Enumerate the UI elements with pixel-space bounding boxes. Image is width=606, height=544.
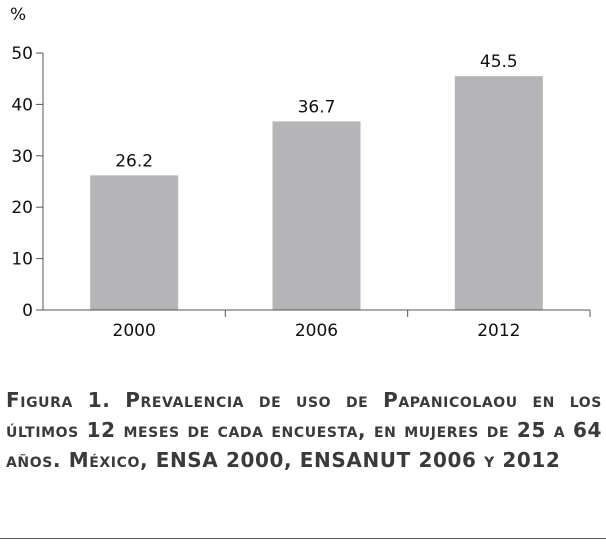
bars: 26.2 36.7 45.5 xyxy=(90,52,543,310)
y-tick-label: 10 xyxy=(11,250,33,270)
y-axis-ticks: 0 10 20 30 40 50 xyxy=(11,44,43,321)
x-tick-label: 2000 xyxy=(113,321,156,341)
y-tick-label: 0 xyxy=(22,301,33,321)
y-tick-label: 30 xyxy=(11,147,33,167)
y-axis-unit-label: % xyxy=(10,5,26,25)
bar-value-label: 36.7 xyxy=(298,97,336,117)
bar-2000 xyxy=(90,175,179,310)
axes xyxy=(36,53,591,317)
bar-value-label: 45.5 xyxy=(480,52,518,72)
y-tick-label: 20 xyxy=(11,198,33,218)
bottom-divider xyxy=(0,538,606,539)
x-axis-tick-labels: 2000 2006 2012 xyxy=(113,321,521,341)
y-tick-label: 50 xyxy=(11,44,33,64)
bar-2006 xyxy=(272,121,361,310)
bar-chart: % 0 10 20 30 40 50 26.2 36.7 45.5 2000 2006 2012 xyxy=(10,5,591,341)
x-tick-label: 2006 xyxy=(295,321,338,341)
figure-caption: Figura 1. Prevalencia de uso de Papanico… xyxy=(6,388,602,472)
bar-value-label: 26.2 xyxy=(115,151,153,171)
x-tick-label: 2012 xyxy=(477,321,520,341)
y-tick-label: 40 xyxy=(11,95,33,115)
bar-2012 xyxy=(454,76,543,310)
